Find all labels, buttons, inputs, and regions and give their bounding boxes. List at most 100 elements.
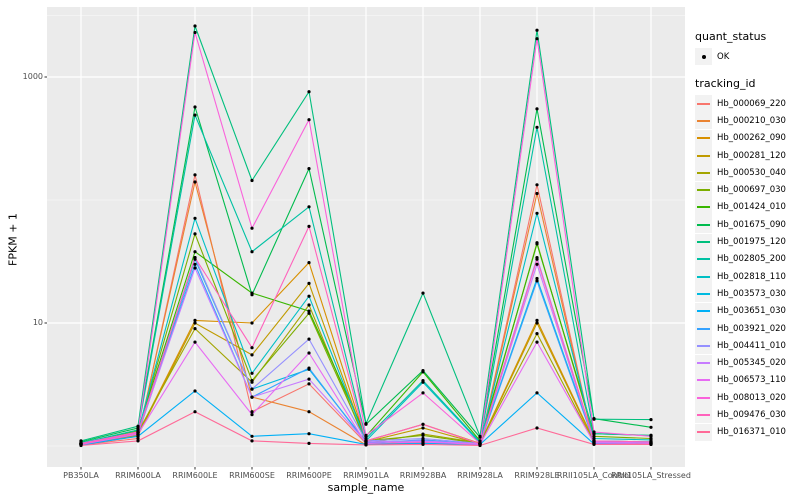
data-point — [79, 443, 83, 448]
data-point — [250, 346, 254, 350]
data-point — [478, 443, 482, 448]
data-point — [649, 418, 653, 422]
data-point — [250, 434, 254, 438]
data-point — [307, 261, 311, 265]
legend-title-tracking-id: tracking_id — [695, 77, 756, 90]
data-point — [592, 417, 596, 421]
data-point — [421, 440, 425, 444]
data-point — [307, 410, 311, 414]
line-key-icon — [695, 147, 712, 165]
data-point — [421, 422, 425, 426]
x-tick-label: RRII105LA_Stressed — [611, 471, 691, 480]
data-point — [307, 351, 311, 355]
data-point — [307, 90, 311, 94]
data-point — [535, 340, 539, 344]
line-key-icon — [695, 423, 712, 441]
line-key-icon — [695, 354, 712, 372]
line-key-icon — [695, 302, 712, 320]
data-point — [250, 413, 254, 417]
data-point — [364, 422, 368, 426]
data-point — [307, 281, 311, 285]
data-point — [307, 432, 311, 436]
data-point — [421, 369, 425, 373]
data-point — [535, 262, 539, 266]
legend-item-label: Hb_000069_220 — [717, 98, 786, 109]
tracking-id-legend-items: Hb_000069_220 Hb_000210_030 Hb_000262_090 H… — [695, 95, 786, 441]
data-point — [250, 379, 254, 383]
data-point — [193, 340, 197, 344]
data-point — [307, 366, 311, 370]
data-point — [421, 426, 425, 430]
line-key-icon — [695, 371, 712, 389]
data-point — [193, 113, 197, 117]
data-point — [535, 183, 539, 187]
data-point — [250, 226, 254, 230]
legend-item-Hb_001424_010: Hb_001424_010 — [695, 198, 786, 216]
legend-item-label: Hb_000281_120 — [717, 150, 786, 161]
line-key-icon — [695, 198, 712, 216]
data-point — [307, 309, 311, 313]
legend-item-label: Hb_005345_020 — [717, 358, 786, 369]
data-point — [649, 425, 653, 429]
data-point — [136, 439, 140, 443]
data-point — [307, 311, 311, 315]
data-point — [364, 439, 368, 443]
data-point — [421, 433, 425, 437]
data-point — [193, 30, 197, 35]
legend-item-Hb_002805_200: Hb_002805_200 — [695, 250, 786, 268]
data-point — [535, 37, 539, 41]
data-point — [250, 410, 254, 414]
legend-item-Hb_003651_030: Hb_003651_030 — [695, 302, 786, 320]
data-point — [649, 442, 653, 446]
data-point — [307, 337, 311, 341]
line-key-icon — [695, 164, 712, 182]
legend-item-label: Hb_002805_200 — [717, 254, 786, 265]
data-point — [307, 377, 311, 381]
data-point — [421, 436, 425, 441]
data-point — [535, 257, 539, 261]
data-point — [307, 224, 311, 228]
data-point — [535, 318, 539, 322]
data-point — [421, 291, 425, 295]
data-point — [535, 107, 539, 111]
data-point — [193, 266, 197, 270]
data-point — [478, 434, 482, 438]
legend-item-Hb_000530_040: Hb_000530_040 — [695, 164, 786, 182]
line-key-icon — [695, 181, 712, 199]
data-point — [193, 318, 197, 322]
data-point — [250, 387, 254, 391]
legend-item-Hb_001675_090: Hb_001675_090 — [695, 216, 786, 234]
data-point — [307, 382, 311, 386]
legend-item-Hb_000262_090: Hb_000262_090 — [695, 129, 786, 147]
data-point — [193, 216, 197, 220]
data-point — [250, 353, 254, 357]
x-tick-label: RRIM600SE — [229, 471, 275, 480]
legend-item-label: Hb_009476_030 — [717, 409, 786, 420]
line-key-icon — [695, 285, 712, 303]
legend-item-label: Hb_016371_010 — [717, 427, 786, 438]
legend-item-label: Hb_001424_010 — [717, 202, 786, 213]
x-tick-label: RRIM600LE — [172, 471, 218, 480]
legend-item-quant-status-ok: OK — [695, 48, 786, 65]
line-key-icon — [695, 389, 712, 407]
data-point — [136, 434, 140, 438]
line-key-icon — [695, 320, 712, 337]
line-key-icon — [695, 95, 712, 113]
y-tick-label: 1000 — [22, 72, 43, 81]
legend-item-label: Hb_001675_090 — [717, 219, 786, 230]
legend-item-Hb_016371_010: Hb_016371_010 — [695, 423, 786, 441]
data-point — [364, 443, 368, 447]
y-axis-title: FPKM + 1 — [6, 213, 20, 266]
data-point — [307, 205, 311, 209]
data-point — [421, 391, 425, 395]
legend-item-label: Hb_000210_030 — [717, 115, 786, 126]
data-point — [250, 293, 254, 297]
data-point — [421, 380, 425, 384]
data-point — [250, 178, 254, 183]
data-point — [535, 276, 539, 281]
legend-item-Hb_004411_010: Hb_004411_010 — [695, 337, 786, 355]
data-point — [307, 167, 311, 171]
legend-item-Hb_002818_110: Hb_002818_110 — [695, 268, 786, 286]
x-tick-label: RRII105LA_Control — [556, 471, 632, 480]
